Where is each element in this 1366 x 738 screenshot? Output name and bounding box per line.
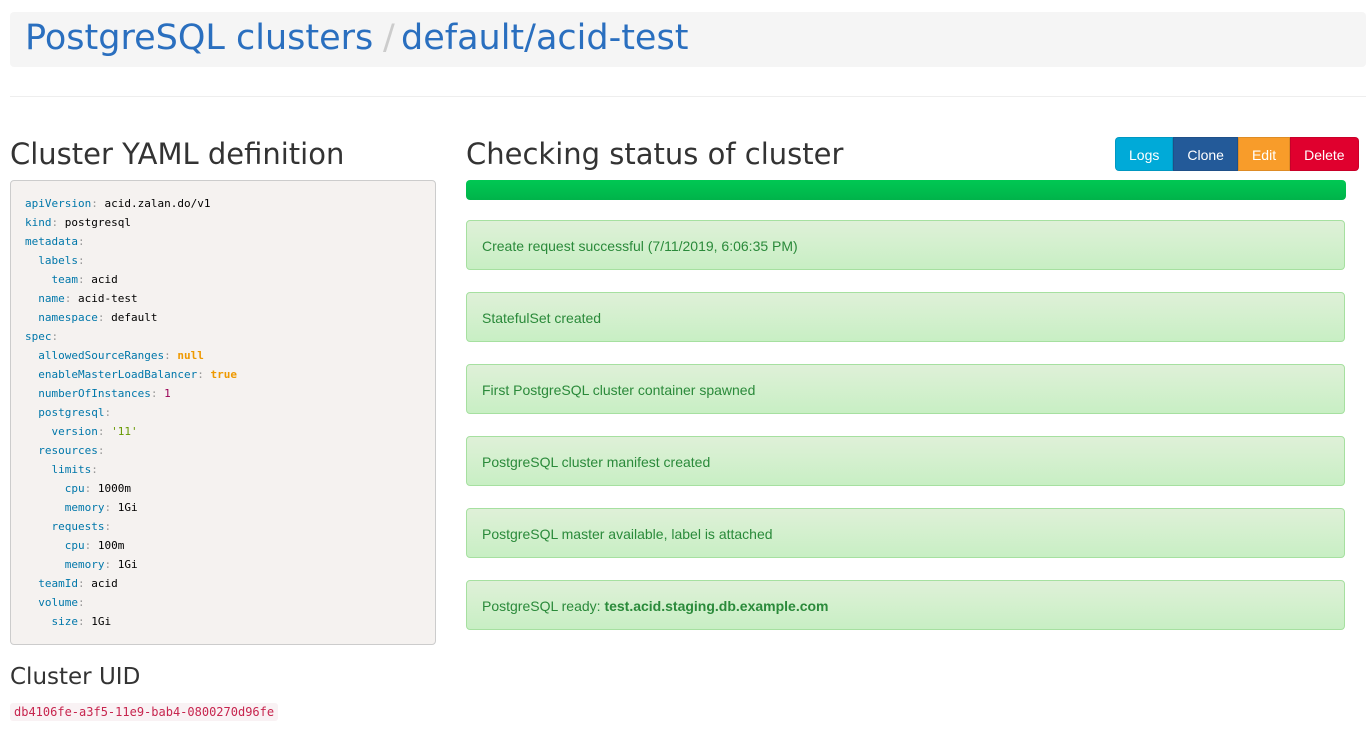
yaml-line: volume: <box>38 596 85 609</box>
yaml-value: acid-test <box>78 292 138 305</box>
yaml-key: enableMasterLoadBalancer <box>38 368 198 381</box>
yaml-line: labels: <box>38 254 85 267</box>
yaml-key: memory <box>64 558 105 571</box>
yaml-value: postgresql <box>64 216 131 229</box>
yaml-line: numberOfInstances: 1 <box>38 387 171 400</box>
yaml-line: resources: <box>38 444 105 457</box>
yaml-key: apiVersion <box>25 197 92 210</box>
alert-text: PostgreSQL cluster manifest created <box>482 454 711 470</box>
yaml-value: 1Gi <box>117 558 138 571</box>
yaml-line: requests: <box>51 520 112 533</box>
yaml-key: labels <box>38 254 78 267</box>
cluster-uid: db4106fe-a3f5-11e9-bab4-0800270d96fe <box>10 703 279 721</box>
status-alert: First PostgreSQL cluster container spawn… <box>466 364 1345 414</box>
yaml-line: namespace: default <box>38 311 158 324</box>
yaml-line: cpu: 100m <box>64 539 125 552</box>
yaml-key: namespace <box>38 311 98 324</box>
yaml-value: acid <box>91 273 118 286</box>
cluster-hostname: test.acid.staging.db.example.com <box>604 598 829 614</box>
progress-bar <box>466 180 1346 200</box>
breadcrumb-root-link[interactable]: PostgreSQL clusters <box>25 18 374 58</box>
status-alert: PostgreSQL ready: test.acid.staging.db.e… <box>466 580 1345 630</box>
yaml-key: version <box>51 425 98 438</box>
yaml-key: memory <box>64 501 105 514</box>
yaml-line: size: 1Gi <box>51 615 112 628</box>
alert-text: PostgreSQL master available, label is at… <box>482 526 773 542</box>
yaml-key: volume <box>38 596 78 609</box>
yaml-value: null <box>177 349 204 362</box>
yaml-key: size <box>51 615 79 628</box>
yaml-key: team <box>51 273 79 286</box>
status-alert: Create request successful (7/11/2019, 6:… <box>466 220 1345 270</box>
edit-button[interactable]: Edit <box>1237 137 1291 171</box>
status-alert: PostgreSQL cluster manifest created <box>466 436 1345 486</box>
status-alert: StatefulSet created <box>466 292 1345 342</box>
action-buttons: Logs Clone Edit Delete <box>1115 137 1359 171</box>
alert-text: Create request successful (7/11/2019, 6:… <box>482 238 798 254</box>
yaml-key: requests <box>51 520 105 533</box>
alert-text: First PostgreSQL cluster container spawn… <box>482 382 756 398</box>
clone-button[interactable]: Clone <box>1173 137 1238 171</box>
yaml-value: true <box>210 368 237 381</box>
yaml-key: cpu <box>64 539 85 552</box>
yaml-line: allowedSourceRanges: null <box>38 349 204 362</box>
yaml-key: limits <box>51 463 92 476</box>
yaml-key: metadata <box>25 235 78 248</box>
uid-title: Cluster UID <box>10 664 141 690</box>
yaml-line: kind: postgresql <box>25 216 131 229</box>
yaml-key: resources <box>38 444 98 457</box>
yaml-key: allowedSourceRanges <box>38 349 165 362</box>
yaml-key: kind <box>25 216 52 229</box>
yaml-value: default <box>111 311 158 324</box>
yaml-value: 1 <box>164 387 171 400</box>
yaml-line: version: '11' <box>51 425 138 438</box>
yaml-line: team: acid <box>51 273 118 286</box>
yaml-line: spec: <box>25 330 59 343</box>
breadcrumb-separator: / <box>383 18 395 58</box>
yaml-line: cpu: 1000m <box>64 482 131 495</box>
yaml-line: limits: <box>51 463 98 476</box>
yaml-key: cpu <box>64 482 85 495</box>
yaml-key: postgresql <box>38 406 105 419</box>
yaml-value: acid <box>91 577 118 590</box>
yaml-key: spec <box>25 330 52 343</box>
status-alert: PostgreSQL master available, label is at… <box>466 508 1345 558</box>
alert-text: PostgreSQL ready: <box>482 598 605 614</box>
yaml-value: '11' <box>111 425 138 438</box>
status-title: Checking status of cluster <box>466 137 844 171</box>
yaml-value: 1Gi <box>117 501 138 514</box>
yaml-value: acid.zalan.do/v1 <box>104 197 211 210</box>
yaml-code-block: apiVersion: acid.zalan.do/v1 kind: postgr… <box>10 180 436 645</box>
yaml-line: teamId: acid <box>38 577 118 590</box>
logs-button[interactable]: Logs <box>1115 137 1174 171</box>
yaml-value: 100m <box>97 539 125 552</box>
yaml-line: apiVersion: acid.zalan.do/v1 <box>25 197 211 210</box>
yaml-line: memory: 1Gi <box>64 558 138 571</box>
delete-button[interactable]: Delete <box>1290 137 1359 171</box>
breadcrumb: PostgreSQL clusters / default/acid-test <box>10 12 1366 67</box>
yaml-key: name <box>38 292 65 305</box>
yaml-line: metadata: <box>25 235 85 248</box>
alert-text: StatefulSet created <box>482 310 602 326</box>
breadcrumb-current: default/acid-test <box>401 18 689 58</box>
yaml-value: 1Gi <box>91 615 112 628</box>
yaml-key: teamId <box>38 577 78 590</box>
yaml-value: 1000m <box>97 482 131 495</box>
yaml-key: numberOfInstances <box>38 387 151 400</box>
yaml-line: name: acid-test <box>38 292 138 305</box>
yaml-title: Cluster YAML definition <box>10 137 345 171</box>
yaml-line: postgresql: <box>38 406 112 419</box>
yaml-line: memory: 1Gi <box>64 501 138 514</box>
divider <box>10 96 1366 97</box>
yaml-line: enableMasterLoadBalancer: true <box>38 368 237 381</box>
